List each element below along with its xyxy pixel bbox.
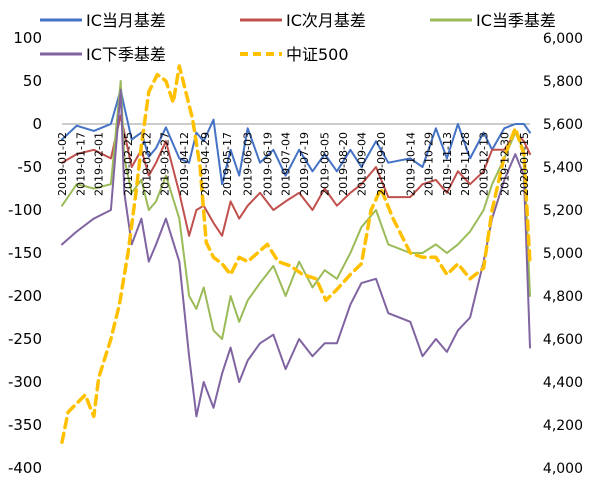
y-tick-label-right: 4,800 xyxy=(543,289,583,305)
y-tick-label-left: -250 xyxy=(8,330,42,348)
y-tick-label-left: 50 xyxy=(23,72,42,90)
x-tick-label: 2019-07-04 xyxy=(280,132,293,196)
x-tick-label: 2019-10-14 xyxy=(404,132,417,196)
y-tick-label-left: -200 xyxy=(8,287,42,305)
series-line-2 xyxy=(61,80,531,340)
y-tick-label-right: 5,000 xyxy=(543,246,583,262)
x-tick-label: 2019-11-13 xyxy=(441,132,454,196)
x-axis-labels: 2019-01-02 2019-01-17 2019-02-01 2019-02-25… xyxy=(56,132,531,196)
series-line-0 xyxy=(61,88,531,186)
x-tick-label: 2019-07-19 xyxy=(298,132,311,196)
x-tick-label: 2019-08-05 xyxy=(319,132,332,196)
x-tick-label: 2019-04-29 xyxy=(199,132,212,196)
legend-label: IC当月基差 xyxy=(86,11,166,30)
x-tick-label: 2019-12-13 xyxy=(478,132,491,196)
y-tick-label-right: 5,400 xyxy=(543,160,583,176)
y-axis-left: 100 50 0 -50 -100 -150 -200 -250 -300 -350 -400 xyxy=(8,29,42,477)
y-tick-label-left: -150 xyxy=(8,244,42,262)
y-tick-label-right: 5,200 xyxy=(543,203,583,219)
series-line-3 xyxy=(61,88,531,418)
y-tick-label-right: 4,600 xyxy=(543,332,583,348)
y-tick-label-left: 0 xyxy=(32,115,42,133)
y-tick-label-right: 6,000 xyxy=(543,31,583,47)
y-tick-label-right: 5,800 xyxy=(543,74,583,90)
x-tick-label: 2019-03-27 xyxy=(159,132,172,196)
x-tick-label: 2019-10-29 xyxy=(423,132,436,196)
series-line-4 xyxy=(60,64,532,444)
y-tick-label-left: -100 xyxy=(8,201,42,219)
x-tick-label: 2019-02-25 xyxy=(122,132,135,196)
x-tick-label: 2019-03-12 xyxy=(140,132,153,196)
y-tick-label-right: 4,400 xyxy=(543,375,583,391)
y-tick-label-left: -300 xyxy=(8,373,42,391)
x-tick-label: 2019-04-12 xyxy=(178,132,191,196)
y-tick-label-left: -400 xyxy=(8,459,42,477)
x-tick-label: 2019-08-20 xyxy=(337,132,350,196)
y-tick-label-right: 4,000 xyxy=(543,461,583,477)
legend-label: IC次月基差 xyxy=(286,11,366,30)
y-axis-right: 6,000 5,800 5,600 5,400 5,200 5,000 4,800 4,600… xyxy=(543,31,583,477)
series-group xyxy=(60,64,532,444)
x-tick-label: 2019-09-20 xyxy=(375,132,388,196)
y-tick-label-left: 100 xyxy=(13,29,42,47)
x-tick-label: 2019-02-01 xyxy=(93,132,106,196)
x-tick-label: 2019-12-30 xyxy=(498,132,511,196)
x-tick-label: 2019-06-19 xyxy=(261,132,274,196)
legend: IC当月基差 IC次月基差 IC当季基差 IC下季基差 中证500 xyxy=(40,11,556,64)
x-tick-label: 2020-01-15 xyxy=(518,132,531,196)
x-tick-label: 2019-01-17 xyxy=(74,132,87,196)
y-tick-label-left: -350 xyxy=(8,416,42,434)
y-tick-label-left: -50 xyxy=(18,158,43,176)
legend-label: 中证500 xyxy=(286,45,349,64)
x-tick-label: 2019-05-17 xyxy=(221,132,234,196)
x-tick-label: 2019-09-04 xyxy=(355,132,368,196)
x-tick-label: 2019-06-03 xyxy=(242,132,255,196)
legend-label: IC下季基差 xyxy=(86,45,166,64)
y-tick-label-right: 5,600 xyxy=(543,117,583,133)
x-tick-label: 2019-01-02 xyxy=(56,132,69,196)
x-tick-label: 2019-11-28 xyxy=(459,132,472,196)
y-tick-label-right: 4,200 xyxy=(543,418,583,434)
legend-label: IC当季基差 xyxy=(476,11,556,30)
